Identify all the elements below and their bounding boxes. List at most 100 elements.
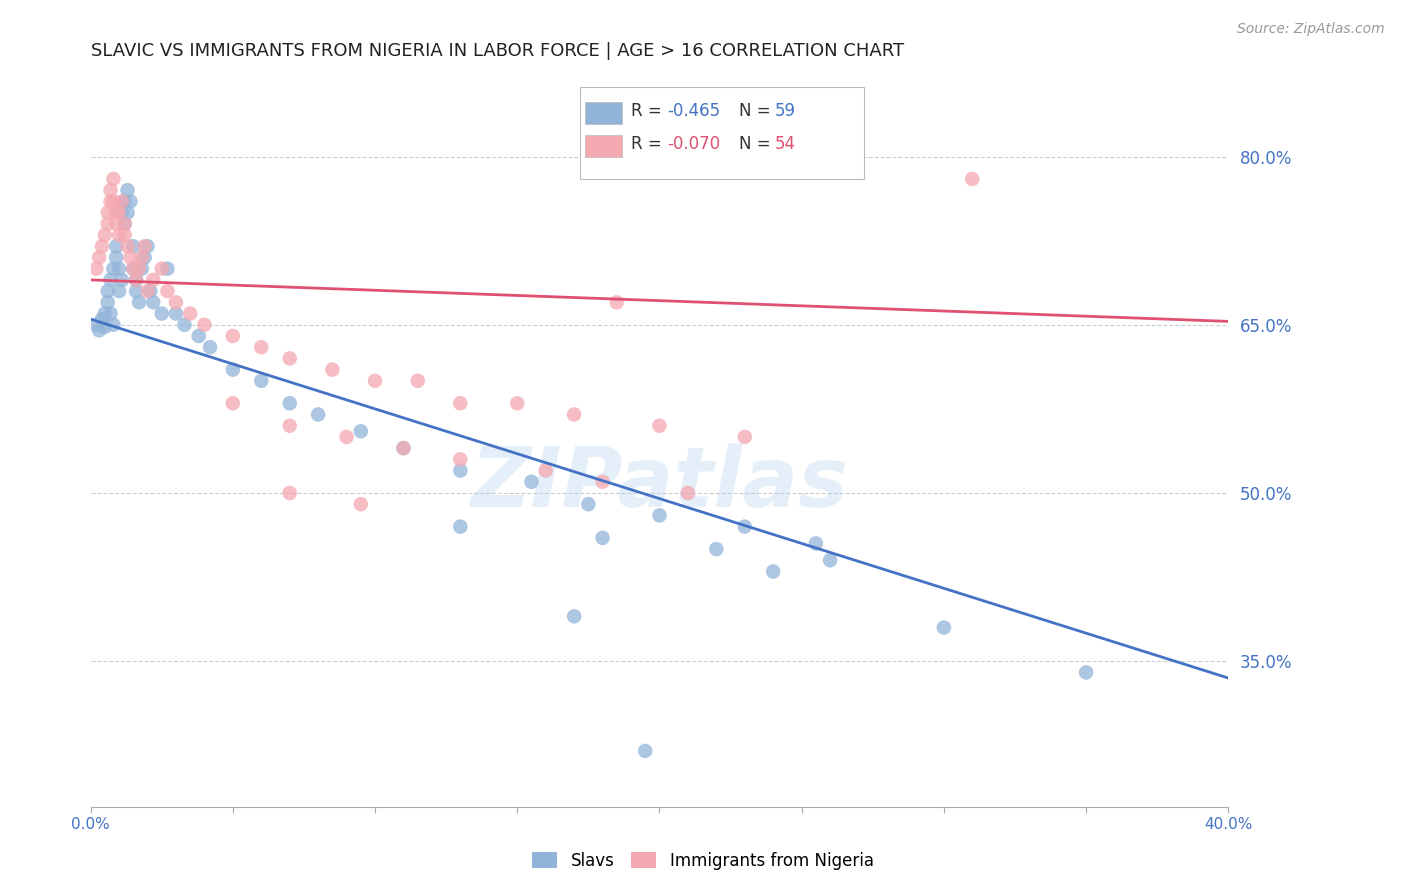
Point — [634, 744, 657, 758]
Point — [278, 418, 301, 433]
Point — [406, 374, 429, 388]
Point — [103, 261, 125, 276]
Point — [734, 519, 756, 533]
Point — [350, 425, 373, 439]
Point — [125, 273, 148, 287]
Legend: Slavs, Immigrants from Nigeria: Slavs, Immigrants from Nigeria — [526, 846, 880, 877]
Point — [704, 542, 727, 557]
Point — [108, 261, 131, 276]
Point — [250, 340, 273, 354]
Point — [150, 307, 173, 321]
Point — [97, 205, 120, 219]
Point — [173, 318, 195, 332]
Point — [350, 497, 373, 511]
Point — [804, 536, 827, 550]
Point — [103, 318, 125, 332]
Point — [222, 396, 245, 410]
Point — [111, 273, 134, 287]
Point — [193, 318, 215, 332]
Point — [100, 194, 122, 209]
Point — [122, 239, 145, 253]
Text: ZIPatlas: ZIPatlas — [471, 443, 848, 524]
Point — [278, 396, 301, 410]
Point — [1074, 665, 1097, 680]
Point — [117, 239, 139, 253]
Text: -0.465: -0.465 — [668, 103, 720, 120]
Text: R =: R = — [631, 136, 666, 153]
Point — [122, 261, 145, 276]
Point — [165, 295, 187, 310]
Point — [818, 553, 841, 567]
Point — [648, 508, 671, 523]
Point — [84, 261, 107, 276]
Point — [932, 621, 955, 635]
Point — [676, 486, 699, 500]
Point — [648, 418, 671, 433]
Point — [250, 374, 273, 388]
Point — [108, 205, 131, 219]
Point — [114, 217, 136, 231]
Text: Source: ZipAtlas.com: Source: ZipAtlas.com — [1237, 22, 1385, 37]
Point — [128, 261, 150, 276]
Point — [734, 430, 756, 444]
Text: N =: N = — [740, 136, 776, 153]
Point — [165, 307, 187, 321]
Point — [278, 486, 301, 500]
Point — [336, 430, 359, 444]
Point — [97, 217, 120, 231]
Point — [89, 251, 111, 265]
Point — [606, 295, 628, 310]
Point — [105, 217, 128, 231]
Point — [134, 251, 156, 265]
Point — [111, 194, 134, 209]
Point — [94, 227, 117, 242]
Point — [103, 172, 125, 186]
FancyBboxPatch shape — [585, 102, 621, 124]
Point — [105, 239, 128, 253]
Point — [97, 284, 120, 298]
Point — [156, 261, 179, 276]
Point — [94, 307, 117, 321]
Text: R =: R = — [631, 103, 666, 120]
Point — [576, 497, 599, 511]
Point — [136, 284, 159, 298]
Text: N =: N = — [740, 103, 776, 120]
Point — [117, 205, 139, 219]
Point — [84, 318, 107, 332]
Point — [278, 351, 301, 366]
Point — [392, 441, 415, 455]
Point — [534, 464, 557, 478]
Point — [122, 261, 145, 276]
Point — [131, 251, 153, 265]
Point — [449, 464, 471, 478]
Point — [449, 452, 471, 467]
Point — [142, 273, 165, 287]
Point — [136, 239, 159, 253]
Point — [449, 396, 471, 410]
Point — [962, 172, 984, 186]
FancyBboxPatch shape — [585, 135, 621, 157]
Point — [321, 362, 343, 376]
Point — [307, 408, 329, 422]
Point — [364, 374, 387, 388]
Text: 54: 54 — [775, 136, 796, 153]
Point — [125, 273, 148, 287]
Point — [91, 239, 114, 253]
Point — [114, 227, 136, 242]
Point — [117, 183, 139, 197]
Point — [562, 609, 585, 624]
Point — [100, 183, 122, 197]
Point — [592, 475, 614, 489]
Point — [97, 295, 120, 310]
Point — [103, 194, 125, 209]
Point — [131, 261, 153, 276]
Point — [128, 295, 150, 310]
Point — [562, 408, 585, 422]
Point — [592, 531, 614, 545]
Point — [94, 320, 117, 334]
Point — [108, 284, 131, 298]
Point — [150, 261, 173, 276]
Point — [187, 329, 209, 343]
Text: -0.070: -0.070 — [668, 136, 720, 153]
Point — [125, 284, 148, 298]
